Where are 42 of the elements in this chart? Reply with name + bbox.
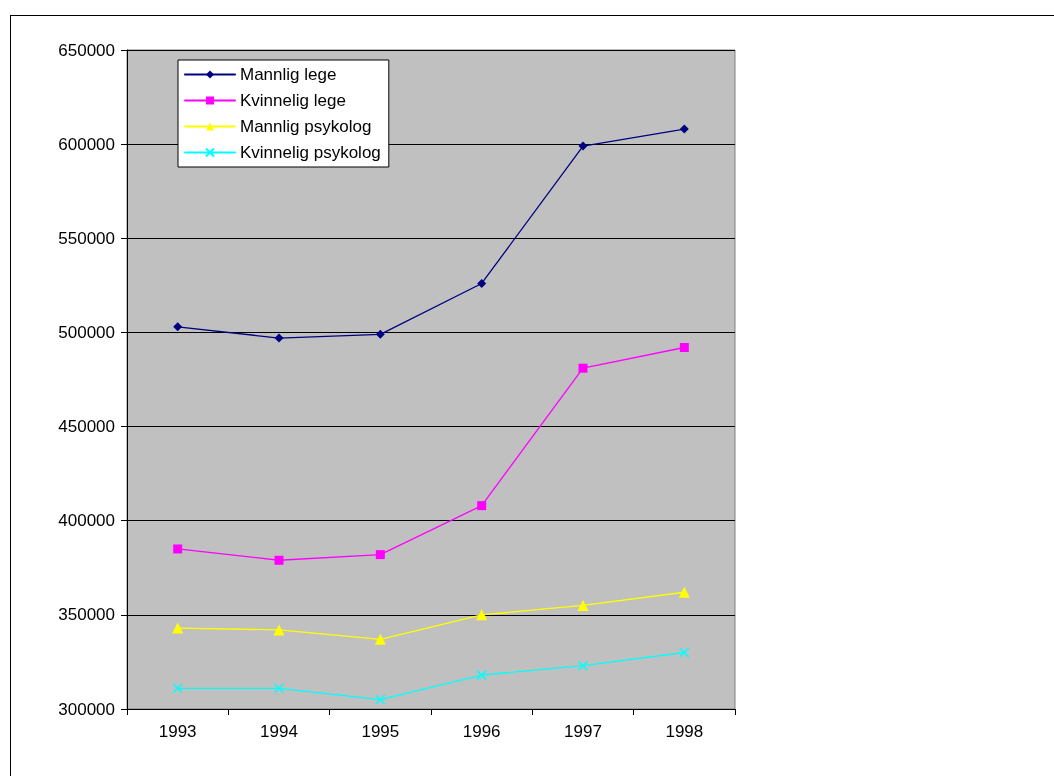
legend-label: Mannlig lege (240, 65, 337, 84)
point (273, 624, 285, 636)
point (375, 550, 385, 560)
x-tick-label: 1995 (361, 722, 400, 741)
point (679, 647, 690, 658)
point (375, 329, 385, 339)
point (273, 683, 285, 694)
point (678, 586, 690, 598)
x-tick-label: 1998 (665, 722, 704, 741)
y-tick-label: 600000 (58, 134, 115, 154)
point (173, 322, 183, 332)
x-tick-label: 1997 (564, 722, 602, 741)
point (173, 544, 183, 554)
y-tick-label: 550000 (58, 228, 115, 248)
point (375, 694, 386, 705)
point (679, 124, 689, 134)
point (476, 669, 487, 681)
point (476, 609, 488, 621)
legend-label: Mannlig psykolog (240, 117, 372, 136)
point (274, 333, 284, 343)
point (578, 141, 588, 151)
y-tick-label: 650000 (58, 40, 115, 60)
y-tick-label: 300000 (58, 699, 115, 719)
point (172, 622, 184, 634)
point (172, 683, 183, 694)
x-tick-label: 1996 (462, 722, 501, 741)
point (374, 633, 386, 645)
point (577, 660, 589, 671)
y-tick-label: 500000 (58, 322, 115, 342)
point (274, 555, 284, 565)
y-tick-label: 450000 (58, 417, 115, 437)
y-tick-label: 400000 (58, 511, 115, 531)
point (578, 363, 588, 373)
x-tick-label: 1994 (260, 722, 298, 741)
x-tick-label: 1993 (158, 722, 197, 741)
legend-label: Kvinnelig lege (240, 91, 346, 110)
point (577, 599, 589, 611)
y-tick-label: 350000 (58, 605, 115, 625)
point (679, 342, 689, 352)
point (477, 278, 487, 288)
legend-label: Kvinnelig psykolog (240, 143, 381, 162)
point (477, 501, 487, 511)
